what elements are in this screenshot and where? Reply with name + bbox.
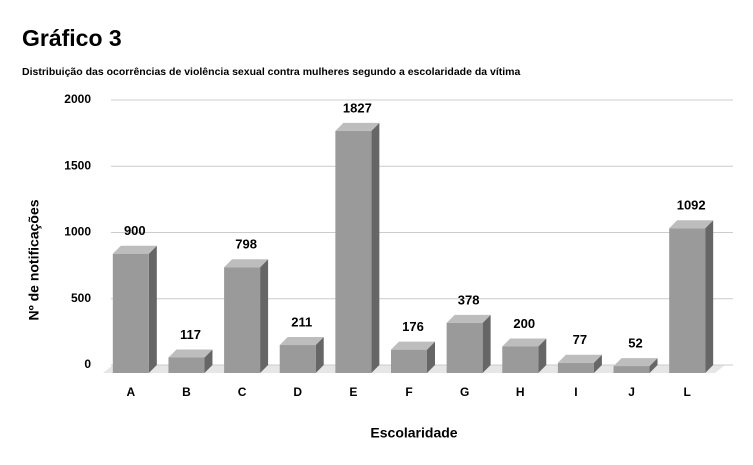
- bar-side: [593, 354, 602, 373]
- x-tick-label: J: [628, 385, 635, 399]
- y-axis-label: Nº de notificações: [26, 199, 42, 320]
- bar-front: [279, 345, 316, 373]
- bar-front: [613, 366, 650, 373]
- bar: [168, 349, 213, 373]
- bar: [391, 341, 435, 373]
- bar-side: [315, 337, 324, 373]
- bar: [279, 337, 324, 373]
- bar: [557, 354, 602, 373]
- value-label: 1827: [343, 100, 372, 115]
- y-tick-label: 500: [71, 291, 91, 305]
- bar-front: [557, 362, 594, 373]
- bar: [224, 259, 269, 373]
- value-label: 117: [180, 327, 201, 342]
- value-label: 176: [402, 319, 424, 334]
- bar-side: [705, 220, 714, 373]
- bar-top: [613, 358, 658, 367]
- x-tick-label: A: [126, 385, 135, 399]
- x-tick-label: D: [293, 385, 302, 399]
- bar-side: [204, 349, 213, 373]
- value-label: 200: [513, 316, 535, 331]
- bar-side: [371, 122, 380, 373]
- bar-top: [112, 245, 157, 254]
- y-tick-label: 2000: [64, 92, 91, 106]
- x-tick-label: G: [460, 385, 469, 399]
- bar-side: [538, 338, 547, 373]
- bar-top: [279, 337, 324, 346]
- value-label: 900: [124, 223, 146, 238]
- value-label: 798: [235, 237, 257, 252]
- x-tick-label: E: [349, 385, 357, 399]
- bar-front: [446, 322, 483, 373]
- bar-top: [168, 349, 213, 358]
- bar: [446, 314, 491, 373]
- y-tick-label: 0: [84, 357, 91, 371]
- value-label: 52: [628, 336, 642, 351]
- bar-top: [669, 220, 714, 229]
- bar-side: [649, 358, 658, 373]
- bar: [502, 338, 547, 373]
- bar-side: [260, 259, 269, 373]
- bar-top: [335, 122, 380, 131]
- value-label: 77: [573, 332, 587, 347]
- bar: [613, 358, 658, 373]
- bar-front: [335, 130, 372, 373]
- x-tick-label: B: [182, 385, 191, 399]
- bar-top: [224, 259, 269, 268]
- bar: [112, 245, 157, 373]
- x-tick-label: I: [574, 385, 577, 399]
- y-tick-label: 1500: [64, 158, 91, 172]
- value-label: 211: [291, 314, 312, 329]
- bar-top: [446, 314, 491, 323]
- bar: [335, 122, 380, 373]
- bar: [669, 220, 714, 373]
- bar-front: [224, 267, 261, 373]
- bar-front: [669, 228, 706, 373]
- x-tick-label: C: [238, 385, 247, 399]
- chart-title: Gráfico 3: [22, 25, 122, 51]
- bar-front: [502, 346, 539, 373]
- x-tick-label: H: [516, 385, 525, 399]
- bar-side: [427, 341, 435, 373]
- chart-subtitle: Distribuição das ocorrências de violênci…: [22, 66, 521, 78]
- x-axis-label: Escolaridade: [370, 425, 457, 441]
- bar-top: [502, 338, 547, 347]
- x-tick-label: F: [405, 385, 412, 399]
- bar-side: [148, 245, 157, 373]
- bar-side: [482, 314, 491, 373]
- value-label: 1092: [677, 198, 706, 213]
- bar-top: [391, 341, 435, 350]
- bar-top: [557, 354, 602, 363]
- bar-front: [391, 349, 427, 373]
- value-label: 378: [458, 292, 480, 307]
- bar-front: [112, 253, 149, 373]
- x-tick-label: L: [684, 385, 691, 399]
- y-tick-label: 1000: [64, 225, 91, 239]
- bar-front: [168, 357, 205, 373]
